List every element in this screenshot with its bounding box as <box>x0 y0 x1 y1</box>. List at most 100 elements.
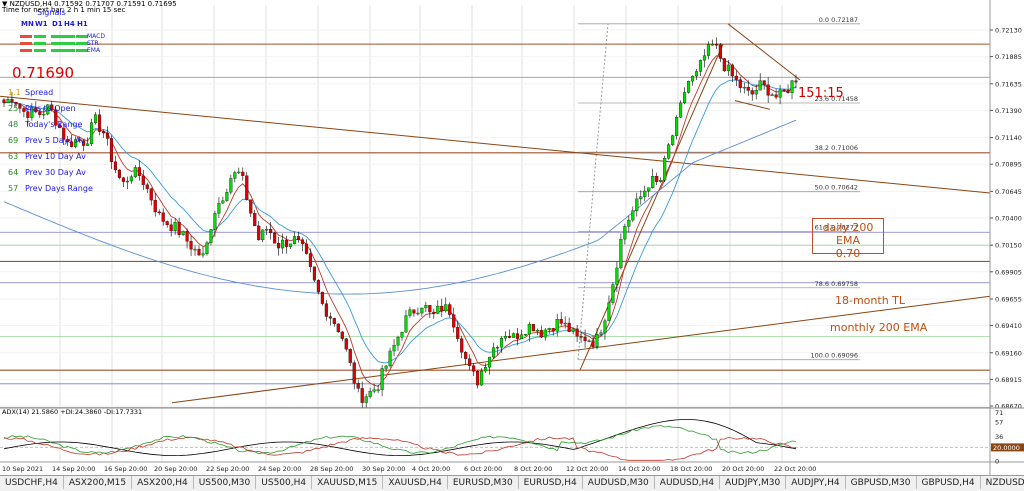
tab-eurusd-m30[interactable]: EURUSD,M30 <box>448 476 519 489</box>
candle <box>698 59 703 77</box>
symbol-info: ▼ NZDUSD,H4 0.71592 0.71707 0.71591 0.71… <box>2 0 177 8</box>
candle-body <box>424 305 428 309</box>
tab-asx200-h4[interactable]: ASX200,H4 <box>132 476 194 489</box>
tab-eurusd-h4[interactable]: EURUSD,H4 <box>519 476 583 489</box>
signal-timeframe-w1: W1 <box>35 20 48 28</box>
candle <box>125 176 129 189</box>
candle <box>82 139 86 152</box>
tab-xauusd-h4[interactable]: XAUUSD,H4 <box>383 476 448 489</box>
signal-indicator <box>20 42 32 45</box>
candle <box>503 331 508 342</box>
tab-asx200-m15[interactable]: ASX200,M15 <box>64 476 133 489</box>
axis-tick-label: 0.70645 <box>995 188 1022 196</box>
candle <box>201 247 205 258</box>
candle <box>352 360 356 390</box>
candle-body <box>133 167 137 177</box>
candle-body <box>269 229 273 234</box>
candle-body <box>221 200 225 204</box>
candle <box>428 305 432 319</box>
tab-usdchf-h4[interactable]: USDCHF,H4 <box>0 476 64 489</box>
candle-body <box>611 284 615 303</box>
candle-body <box>356 382 360 389</box>
candle-body <box>384 365 388 369</box>
tab-audusd-m30[interactable]: AUDUSD,M30 <box>583 476 655 489</box>
candle-body <box>344 338 348 350</box>
candle <box>655 172 659 185</box>
candle-body <box>690 75 695 82</box>
time-axis-label: 12 Oct 20:00 <box>566 465 608 473</box>
candle <box>117 169 121 180</box>
tab-xauusd-m15[interactable]: XAUUSD,M15 <box>312 476 384 489</box>
axis-tick-label: 0.68670 <box>995 403 1022 411</box>
candle-body <box>368 391 372 397</box>
candle <box>639 190 643 205</box>
candle <box>567 317 571 332</box>
bar-timer: Time for next bar: 2 h 1 min 15 sec <box>2 6 126 14</box>
candle <box>511 332 515 338</box>
tab-audusd-h4[interactable]: AUDUSD,H4 <box>655 476 721 489</box>
tab-us500-h4[interactable]: US500,H4 <box>256 476 313 489</box>
signal-indicator <box>51 42 63 45</box>
candle-body <box>591 340 595 348</box>
candle-body <box>663 158 667 181</box>
candle <box>420 307 424 317</box>
tab-gbpusd-m30[interactable]: GBPUSD,M30 <box>846 476 917 489</box>
candle-body <box>265 229 269 231</box>
candle-body <box>655 176 659 182</box>
tab-audjpy-h4[interactable]: AUDJPY,H4 <box>786 476 846 489</box>
tab-audjpy-m30[interactable]: AUDJPY,M30 <box>720 476 787 489</box>
candle <box>444 297 448 313</box>
tab-us500-m30[interactable]: US500,M30 <box>194 476 257 489</box>
candle-body <box>507 335 511 338</box>
candle-body <box>209 229 213 243</box>
adx-line <box>3 419 797 457</box>
candle <box>643 185 647 202</box>
candle <box>281 233 285 254</box>
candle <box>607 295 611 322</box>
countdown-label: 151:15 <box>798 86 844 101</box>
candle-body <box>50 104 54 110</box>
candle <box>296 231 301 243</box>
tab-nzdusd-m30[interactable]: NZDUSD,M30 <box>981 476 1024 489</box>
candle <box>587 339 591 343</box>
time-axis-label: 20 Sep 20:00 <box>154 465 197 473</box>
candle-body <box>101 131 106 134</box>
candle-body <box>571 328 575 332</box>
candle-body <box>770 94 774 96</box>
candle <box>257 221 261 241</box>
candle-body <box>635 198 639 211</box>
candle <box>336 323 340 334</box>
candle-body <box>285 239 289 247</box>
candle-body <box>671 135 675 145</box>
candle <box>663 155 667 183</box>
candle <box>619 233 623 270</box>
stat-row: 64 Prev 30 Day Av <box>8 168 86 177</box>
candle-body <box>714 44 718 46</box>
candle-body <box>292 236 297 245</box>
candle-body <box>173 222 177 232</box>
candle-body <box>491 347 496 358</box>
candle-body <box>360 388 364 403</box>
candle-body <box>444 304 448 312</box>
candle-body <box>647 187 651 192</box>
time-axis-label: 16 Sep 20:00 <box>104 465 147 473</box>
candle <box>181 230 185 236</box>
candle-body <box>233 172 237 179</box>
time-axis-label: 28 Sep 20:00 <box>310 465 353 473</box>
candle-body <box>766 84 770 96</box>
fib-diagonal <box>577 23 609 360</box>
signal-row-label: STR <box>87 40 99 47</box>
tab-gbpusd-h4[interactable]: GBPUSD,H4 <box>917 476 981 489</box>
candle <box>153 192 157 217</box>
candle-body <box>587 340 591 342</box>
adx-indicator-panel: ADX(14) 21.5860 +DI:24.3860 -DI:17.7331 7… <box>0 407 1024 466</box>
candle <box>137 160 141 181</box>
candle-body <box>157 211 161 214</box>
candle-body <box>213 213 217 230</box>
candle <box>527 321 531 342</box>
candle-body <box>308 253 313 267</box>
candle-body <box>70 141 74 147</box>
candle-body <box>348 349 352 363</box>
adx-axis-label: 20.0000 <box>993 444 1020 452</box>
